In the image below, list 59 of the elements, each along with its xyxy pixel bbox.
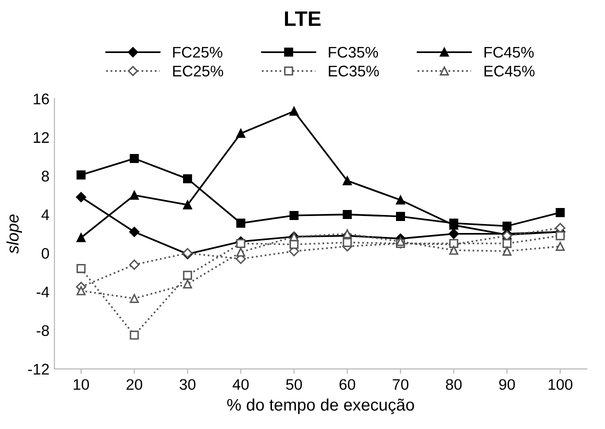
y-tick-label: 12	[34, 132, 49, 143]
point	[290, 210, 299, 220]
x-tick-label: 60	[340, 379, 356, 390]
legend-label: FC35%	[328, 46, 378, 58]
x-tick-label: 70	[392, 379, 408, 390]
point	[183, 270, 192, 280]
point	[130, 190, 139, 200]
point	[76, 264, 86, 274]
point	[236, 128, 246, 138]
point	[502, 222, 512, 231]
point	[556, 231, 565, 240]
point	[448, 228, 459, 239]
point	[342, 238, 352, 248]
x-tick-label: 100	[548, 379, 572, 390]
point	[396, 212, 406, 221]
point	[342, 210, 352, 220]
x-tick-label: 90	[499, 379, 515, 390]
point	[183, 174, 192, 184]
legend-label: EC35%	[328, 66, 379, 76]
y-tick-label: 4	[41, 210, 50, 220]
y-tick-label: 0	[42, 248, 49, 259]
x-tick-label: 50	[286, 379, 302, 390]
point	[183, 200, 192, 210]
legend-label: EC25%	[173, 66, 224, 76]
point	[236, 238, 246, 248]
point	[130, 154, 139, 164]
x-tick-label: 80	[446, 379, 462, 390]
y-tick-label: -12	[28, 364, 49, 374]
chart-title: LTE	[284, 11, 321, 26]
point	[76, 170, 86, 180]
point	[76, 286, 86, 296]
y-tick-label: -8	[36, 325, 49, 336]
x-tick-label: 10	[74, 379, 89, 390]
x-tick-label: 40	[232, 379, 249, 390]
point	[502, 238, 512, 248]
legend-label: FC45%	[484, 46, 534, 58]
point	[342, 176, 352, 186]
x-axis-title: % do tempo de execução	[227, 398, 414, 414]
y-tick-label: -4	[36, 286, 50, 298]
point	[236, 218, 246, 228]
point	[130, 330, 139, 340]
point	[290, 240, 299, 249]
point	[76, 192, 86, 202]
point	[236, 248, 246, 257]
point	[76, 233, 86, 242]
legend-label: EC45%	[484, 66, 535, 76]
point	[396, 196, 406, 205]
point	[129, 260, 140, 270]
point	[556, 208, 565, 218]
x-tick-label: 30	[180, 379, 196, 390]
x-tick-label: 20	[126, 379, 142, 390]
point	[290, 106, 299, 116]
point	[129, 226, 140, 237]
y-tick-label: 8	[42, 170, 49, 182]
y-axis-title: slope	[6, 214, 22, 254]
y-tick-label: 16	[34, 94, 49, 104]
point	[342, 229, 352, 238]
legend-label: FC25%	[173, 46, 222, 58]
point	[130, 294, 139, 303]
